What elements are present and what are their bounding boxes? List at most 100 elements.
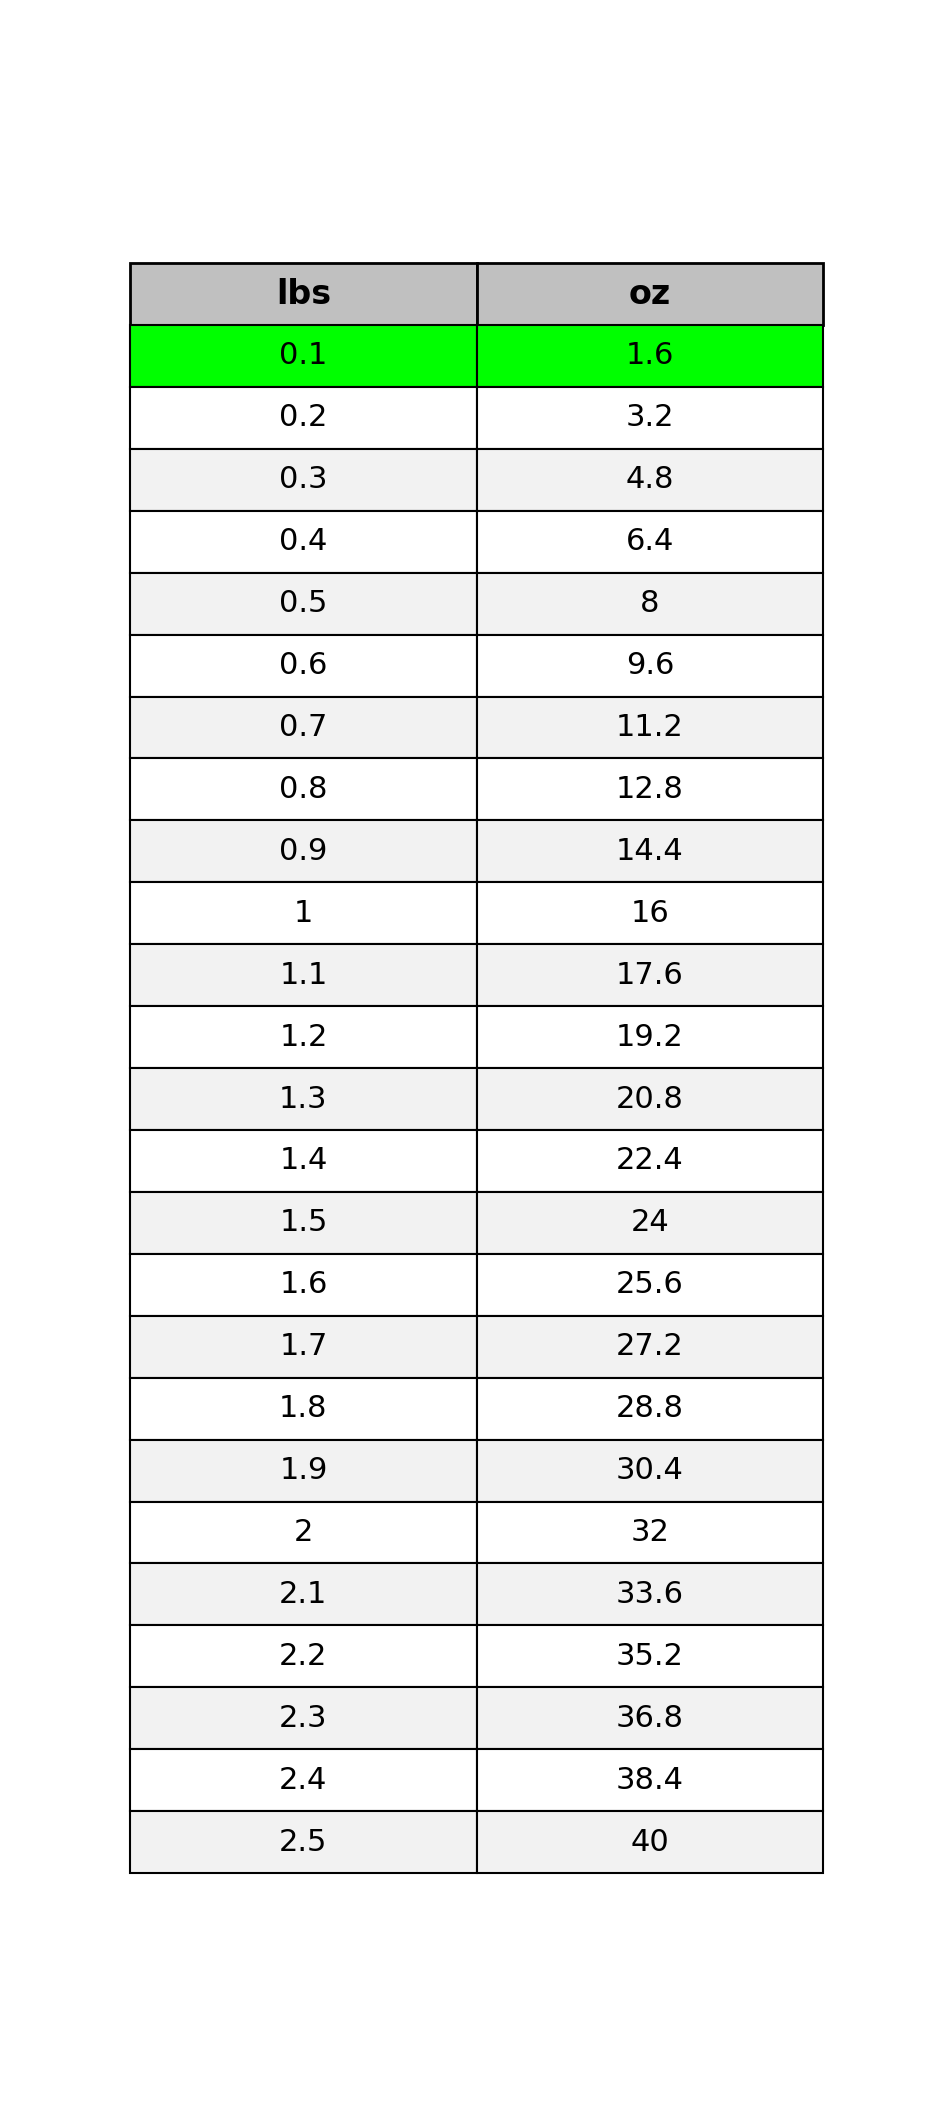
Bar — [476, 448, 823, 510]
Text: 1.6: 1.6 — [626, 341, 674, 370]
Bar — [476, 1129, 823, 1193]
Text: 1.3: 1.3 — [279, 1085, 327, 1112]
Bar — [476, 1688, 823, 1749]
Text: 1: 1 — [294, 899, 313, 928]
Text: 1.9: 1.9 — [279, 1455, 327, 1485]
Bar — [476, 1068, 823, 1129]
Text: 0.8: 0.8 — [279, 774, 327, 804]
Bar — [476, 573, 823, 634]
Text: oz: oz — [629, 277, 671, 311]
Text: 2.5: 2.5 — [279, 1827, 327, 1857]
Text: 12.8: 12.8 — [616, 774, 684, 804]
Text: 1.8: 1.8 — [279, 1394, 327, 1423]
Bar — [130, 1440, 477, 1502]
Text: 3.2: 3.2 — [626, 404, 674, 431]
Text: 27.2: 27.2 — [616, 1332, 684, 1362]
Bar — [130, 1129, 477, 1193]
Bar — [130, 882, 477, 943]
Text: 30.4: 30.4 — [616, 1455, 684, 1485]
Bar — [476, 943, 823, 1007]
Bar — [476, 1007, 823, 1068]
Text: 33.6: 33.6 — [616, 1580, 684, 1610]
Bar — [130, 759, 477, 821]
Bar — [130, 696, 477, 759]
Text: 1.7: 1.7 — [279, 1332, 327, 1362]
Text: 0.2: 0.2 — [279, 404, 327, 431]
Bar — [130, 1502, 477, 1563]
Bar — [130, 573, 477, 634]
Bar — [130, 1626, 477, 1688]
Text: 36.8: 36.8 — [616, 1705, 684, 1732]
Text: 4.8: 4.8 — [626, 465, 674, 495]
Text: 0.9: 0.9 — [279, 838, 327, 865]
Text: 40: 40 — [631, 1827, 670, 1857]
Text: 35.2: 35.2 — [616, 1641, 684, 1671]
Bar — [130, 1007, 477, 1068]
Text: 9.6: 9.6 — [626, 651, 674, 681]
Bar — [130, 1563, 477, 1626]
Bar — [476, 1502, 823, 1563]
Bar — [130, 1316, 477, 1377]
Bar — [476, 326, 823, 387]
Text: 16: 16 — [631, 899, 670, 928]
Bar — [476, 387, 823, 448]
Bar — [130, 1749, 477, 1810]
Text: 0.7: 0.7 — [279, 713, 327, 742]
Bar — [130, 387, 477, 448]
Bar — [130, 448, 477, 510]
Bar — [130, 510, 477, 573]
Bar — [130, 634, 477, 696]
Text: 0.5: 0.5 — [279, 590, 327, 618]
Bar — [130, 943, 477, 1007]
Text: 1.4: 1.4 — [279, 1146, 327, 1176]
Bar — [476, 1193, 823, 1254]
Text: 0.1: 0.1 — [279, 341, 327, 370]
Bar — [476, 1626, 823, 1688]
Bar — [130, 1810, 477, 1874]
Bar — [130, 1377, 477, 1440]
Text: 2.2: 2.2 — [279, 1641, 327, 1671]
Bar — [476, 759, 823, 821]
Text: 28.8: 28.8 — [616, 1394, 684, 1423]
Text: 22.4: 22.4 — [616, 1146, 684, 1176]
Text: 1.1: 1.1 — [279, 960, 327, 990]
Text: 1.2: 1.2 — [279, 1024, 327, 1051]
Text: 24: 24 — [631, 1208, 670, 1237]
Text: 0.3: 0.3 — [279, 465, 327, 495]
Text: 2.1: 2.1 — [279, 1580, 327, 1610]
Bar — [130, 326, 477, 387]
Bar — [476, 1749, 823, 1810]
Text: 8: 8 — [640, 590, 659, 618]
Text: 25.6: 25.6 — [616, 1271, 684, 1299]
Bar — [476, 510, 823, 573]
Text: 0.4: 0.4 — [279, 527, 327, 556]
Bar — [476, 821, 823, 882]
Text: 14.4: 14.4 — [616, 838, 684, 865]
Bar — [476, 1440, 823, 1502]
Text: 19.2: 19.2 — [616, 1024, 684, 1051]
Bar — [476, 262, 823, 326]
Bar — [476, 1377, 823, 1440]
Bar — [476, 696, 823, 759]
Text: 11.2: 11.2 — [616, 713, 684, 742]
Bar — [130, 1688, 477, 1749]
Text: 1.5: 1.5 — [279, 1208, 327, 1237]
Text: 2.3: 2.3 — [279, 1705, 327, 1732]
Text: 2: 2 — [294, 1519, 313, 1546]
Text: 38.4: 38.4 — [616, 1766, 684, 1796]
Text: 1.6: 1.6 — [279, 1271, 327, 1299]
Bar — [130, 1193, 477, 1254]
Bar — [476, 1316, 823, 1377]
Bar — [130, 821, 477, 882]
Bar — [476, 1563, 823, 1626]
Bar — [476, 1254, 823, 1316]
Bar — [130, 1254, 477, 1316]
Bar — [130, 1068, 477, 1129]
Bar — [476, 882, 823, 943]
Text: lbs: lbs — [276, 277, 331, 311]
Bar — [476, 1810, 823, 1874]
Text: 20.8: 20.8 — [616, 1085, 684, 1112]
Text: 17.6: 17.6 — [616, 960, 684, 990]
Text: 6.4: 6.4 — [626, 527, 674, 556]
Text: 2.4: 2.4 — [279, 1766, 327, 1796]
